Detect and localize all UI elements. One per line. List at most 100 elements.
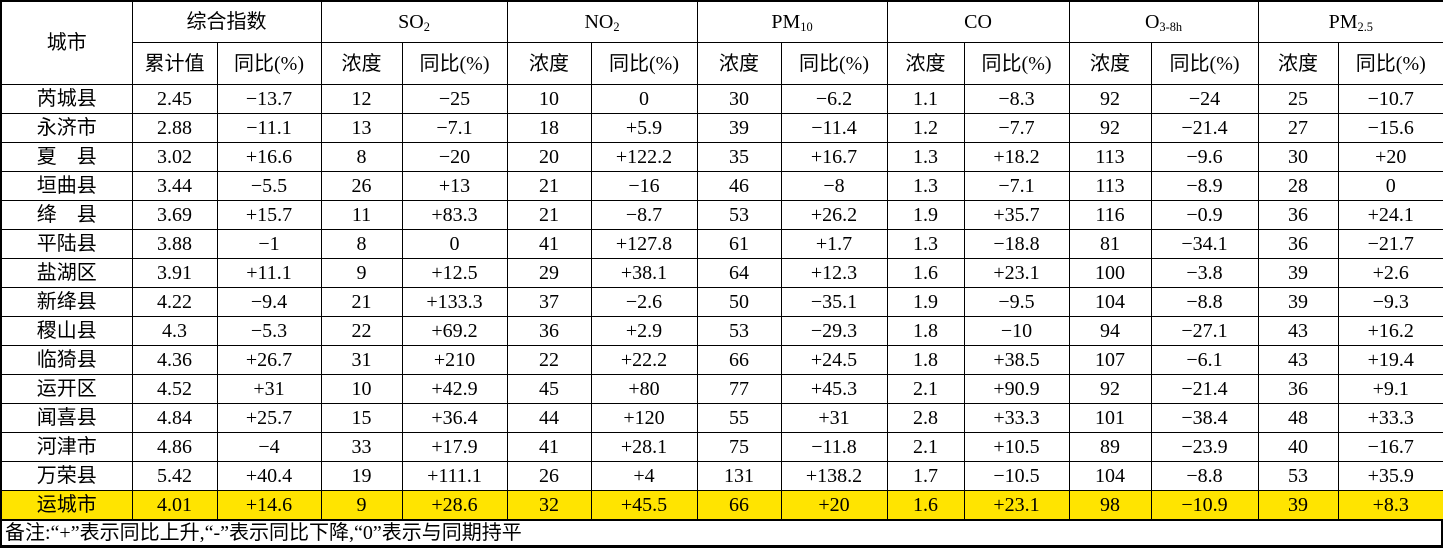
- table-cell: +1.7: [780, 229, 888, 259]
- table-cell: 48: [1257, 403, 1339, 433]
- table-cell: −10: [963, 316, 1070, 346]
- table-cell: +45.5: [590, 490, 698, 521]
- air-quality-table: 城市 综合指数 SO2 NO2 PM10 CO O3-8h: [0, 0, 1443, 521]
- table-cell: 3.69: [131, 200, 218, 230]
- table-cell: 53: [1257, 461, 1339, 491]
- table-cell: 107: [1068, 345, 1152, 375]
- table-cell: 2.8: [886, 403, 965, 433]
- table-cell: 44: [506, 403, 592, 433]
- table-cell: 35: [696, 142, 782, 172]
- table-row: 万荣县 5.42 +40.4 19 +111.1 26 +4 131 +138.2 1.7 −10.…: [0, 461, 1443, 491]
- table-cell: −16.7: [1337, 432, 1443, 462]
- table-cell: −3.8: [1150, 258, 1259, 288]
- table-cell: −7.1: [963, 171, 1070, 201]
- table-cell: +23.1: [963, 258, 1070, 288]
- table-cell: 64: [696, 258, 782, 288]
- city-name-cell: 夏 县: [0, 142, 133, 172]
- table-cell: 2.45: [131, 84, 218, 114]
- table-cell: 37: [506, 287, 592, 317]
- table-cell: 1.8: [886, 345, 965, 375]
- group-label: CO: [964, 11, 992, 33]
- column-header-city: 城市: [0, 0, 133, 85]
- table-cell: −6.1: [1150, 345, 1259, 375]
- table-cell: −27.1: [1150, 316, 1259, 346]
- subheader-o3-concentration: 浓度: [1068, 42, 1152, 85]
- table-cell: −38.4: [1150, 403, 1259, 433]
- table-cell: +16.7: [780, 142, 888, 172]
- table-cell: +26.2: [780, 200, 888, 230]
- table-cell: −10.5: [963, 461, 1070, 491]
- subheader-o3-yoy: 同比(%): [1150, 42, 1259, 85]
- table-cell: +90.9: [963, 374, 1070, 404]
- table-cell: 1.2: [886, 113, 965, 143]
- subheader-no2-yoy: 同比(%): [590, 42, 698, 85]
- city-name-cell: 闻喜县: [0, 403, 133, 433]
- group-label-subscript: 3-8h: [1159, 20, 1183, 35]
- group-header-pm10: PM10: [696, 0, 888, 43]
- table-cell: 113: [1068, 142, 1152, 172]
- table-cell: 98: [1068, 490, 1152, 521]
- table-cell: 2.1: [886, 432, 965, 462]
- city-name-cell: 运城市: [0, 490, 133, 521]
- table-row: 河津市 4.86 −4 33 +17.9 41 +28.1 75 −11.8 2.1 +10.5 89…: [0, 432, 1443, 462]
- subheader-co-concentration: 浓度: [886, 42, 965, 85]
- group-label: 综合指数: [186, 11, 267, 33]
- table-cell: −21.4: [1150, 113, 1259, 143]
- table-cell: −11.1: [216, 113, 322, 143]
- table-cell: −9.4: [216, 287, 322, 317]
- table-cell: 41: [506, 229, 592, 259]
- table-cell: −18.8: [963, 229, 1070, 259]
- table-cell: 94: [1068, 316, 1152, 346]
- table-cell: +17.9: [401, 432, 508, 462]
- table-cell: 43: [1257, 316, 1339, 346]
- table-cell: 9: [320, 490, 403, 521]
- table-cell: 13: [320, 113, 403, 143]
- table-cell: −10.7: [1337, 84, 1443, 114]
- table-cell: +25.7: [216, 403, 322, 433]
- table-cell: 39: [696, 113, 782, 143]
- table-cell: +14.6: [216, 490, 322, 521]
- table-cell: −8.3: [963, 84, 1070, 114]
- table-cell: +16.6: [216, 142, 322, 172]
- table-cell: +31: [780, 403, 888, 433]
- city-header-label: 城市: [46, 32, 87, 54]
- table-cell: 39: [1257, 490, 1339, 521]
- table-cell: 30: [1257, 142, 1339, 172]
- table-cell: +18.2: [963, 142, 1070, 172]
- table-cell: 4.84: [131, 403, 218, 433]
- table-cell: −0.9: [1150, 200, 1259, 230]
- table-cell: 21: [320, 287, 403, 317]
- group-header-pm25: PM2.5: [1257, 0, 1443, 43]
- table-cell: −4: [216, 432, 322, 462]
- table-row: 运开区 4.52 +31 10 +42.9 45 +80 77 +45.3 2.1 +90.9 92−…: [0, 374, 1443, 404]
- table-cell: −5.5: [216, 171, 322, 201]
- table-cell: 1.7: [886, 461, 965, 491]
- group-label: PM: [771, 11, 801, 33]
- table-cell: 36: [506, 316, 592, 346]
- table-cell: 92: [1068, 374, 1152, 404]
- city-name-cell: 绛 县: [0, 200, 133, 230]
- table-cell: 12: [320, 84, 403, 114]
- table-cell: 27: [1257, 113, 1339, 143]
- table-cell: 19: [320, 461, 403, 491]
- table-cell: +24.5: [780, 345, 888, 375]
- table-cell: +11.1: [216, 258, 322, 288]
- subheader-pm25-concentration: 浓度: [1257, 42, 1339, 85]
- table-cell: +16.2: [1337, 316, 1443, 346]
- table-cell: 104: [1068, 461, 1152, 491]
- table-cell: 4.22: [131, 287, 218, 317]
- table-cell: +20: [1337, 142, 1443, 172]
- table-cell: 11: [320, 200, 403, 230]
- table-cell: +133.3: [401, 287, 508, 317]
- table-cell: +9.1: [1337, 374, 1443, 404]
- table-cell: 41: [506, 432, 592, 462]
- table-cell: 92: [1068, 84, 1152, 114]
- table-cell: +26.7: [216, 345, 322, 375]
- table-cell: +45.3: [780, 374, 888, 404]
- table-row: 垣曲县 3.44 −5.5 26 +13 21 −16 46 −8 1.3 −7.1 113 −8.9 2…: [0, 171, 1443, 201]
- table-cell: +12.3: [780, 258, 888, 288]
- footnote: 备注:“+”表示同比上升,“-”表示同比下降,“0”表示与同期持平: [0, 521, 1443, 548]
- table-cell: +8.3: [1337, 490, 1443, 521]
- table-cell: +36.4: [401, 403, 508, 433]
